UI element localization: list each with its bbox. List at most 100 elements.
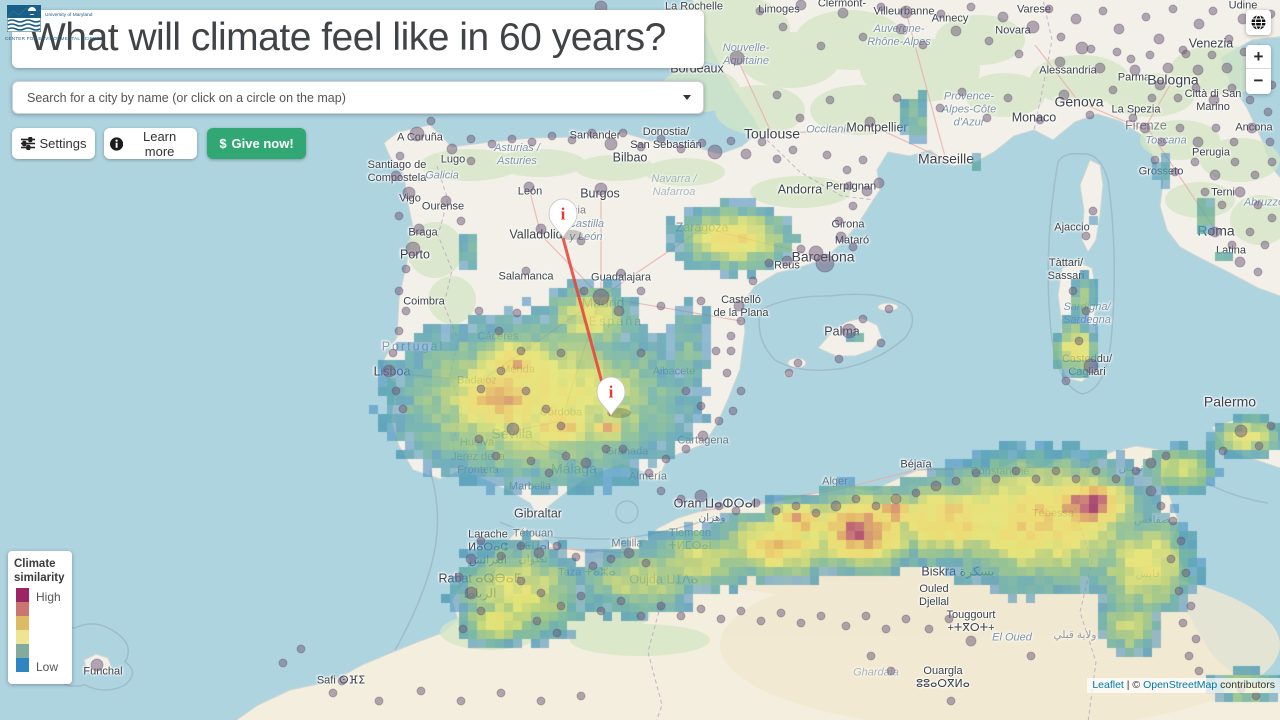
- city-circle[interactable]: [1157, 137, 1167, 147]
- city-circle[interactable]: [405, 241, 421, 257]
- city-circle[interactable]: [606, 554, 616, 564]
- city-circle[interactable]: [1234, 256, 1246, 268]
- city-circle[interactable]: [1191, 83, 1201, 93]
- city-circle[interactable]: [1161, 451, 1171, 461]
- zoom-in-button[interactable]: +: [1246, 45, 1271, 69]
- city-circle[interactable]: [1253, 200, 1263, 210]
- city-circle[interactable]: [1088, 206, 1098, 216]
- city-circle[interactable]: [982, 113, 992, 123]
- city-circle[interactable]: [398, 404, 408, 414]
- city-circle[interactable]: [1112, 47, 1122, 57]
- city-circle[interactable]: [772, 154, 782, 164]
- city-circle[interactable]: [1192, 136, 1204, 148]
- city-circle[interactable]: [950, 25, 962, 37]
- city-circle[interactable]: [636, 611, 646, 621]
- city-circle[interactable]: [636, 286, 646, 296]
- city-circle[interactable]: [1227, 240, 1237, 250]
- city-circle[interactable]: [740, 148, 752, 160]
- city-circle[interactable]: [661, 454, 671, 464]
- city-circle[interactable]: [681, 386, 691, 396]
- city-circle[interactable]: [533, 547, 545, 559]
- city-circle[interactable]: [527, 137, 537, 147]
- city-circle[interactable]: [1170, 167, 1180, 177]
- city-circle[interactable]: [1145, 457, 1157, 469]
- city-circle[interactable]: [930, 480, 942, 492]
- city-circle[interactable]: [1074, 336, 1084, 346]
- city-circle[interactable]: [696, 604, 706, 614]
- city-circle[interactable]: [1263, 107, 1273, 117]
- city-circle[interactable]: [1014, 49, 1024, 59]
- city-circle[interactable]: [1168, 516, 1178, 526]
- city-circle[interactable]: [536, 588, 546, 598]
- city-circle[interactable]: [736, 316, 746, 326]
- city-circle[interactable]: [795, 0, 807, 11]
- city-circle[interactable]: [748, 276, 758, 286]
- city-circle[interactable]: [864, 116, 876, 128]
- city-circle[interactable]: [644, 468, 654, 478]
- city-circle[interactable]: [601, 444, 611, 454]
- city-circle[interactable]: [851, 494, 861, 504]
- city-circle[interactable]: [641, 558, 651, 568]
- city-circle[interactable]: [866, 651, 876, 661]
- city-circle[interactable]: [841, 323, 857, 339]
- city-circle[interactable]: [656, 301, 666, 311]
- city-circle[interactable]: [811, 508, 821, 518]
- city-circle[interactable]: [871, 501, 881, 511]
- city-circle[interactable]: [516, 346, 526, 356]
- city-circle[interactable]: [456, 696, 466, 706]
- city-circle[interactable]: [714, 501, 724, 511]
- city-circle[interactable]: [957, 87, 967, 97]
- city-circle[interactable]: [1253, 267, 1263, 277]
- city-circle[interactable]: [757, 137, 767, 147]
- city-circle[interactable]: [1266, 421, 1276, 431]
- city-circle[interactable]: [1026, 651, 1036, 661]
- city-circle[interactable]: [1141, 12, 1151, 22]
- city-circle[interactable]: [521, 386, 531, 396]
- city-circle[interactable]: [822, 150, 832, 160]
- city-circle[interactable]: [1245, 95, 1255, 105]
- city-circle[interactable]: [884, 304, 894, 314]
- city-circle[interactable]: [1186, 601, 1196, 611]
- city-circle[interactable]: [796, 618, 806, 628]
- city-circle[interactable]: [592, 288, 610, 306]
- city-circle[interactable]: [474, 434, 484, 444]
- city-circle[interactable]: [796, 244, 806, 254]
- city-circle[interactable]: [876, 2, 886, 12]
- city-circle[interactable]: [890, 493, 902, 505]
- city-circle[interactable]: [1218, 446, 1228, 456]
- city-circle[interactable]: [1145, 50, 1155, 60]
- city-circle[interactable]: [1250, 170, 1260, 180]
- city-circle[interactable]: [618, 444, 628, 454]
- city-circle[interactable]: [496, 688, 506, 698]
- city-circle[interactable]: [536, 696, 546, 706]
- city-circle[interactable]: [697, 138, 707, 148]
- city-circle[interactable]: [1208, 6, 1218, 16]
- city-circle[interactable]: [1153, 33, 1165, 45]
- city-circle[interactable]: [711, 346, 721, 356]
- city-circle[interactable]: [873, 177, 885, 189]
- city-circle[interactable]: [476, 384, 486, 394]
- city-circle[interactable]: [965, 635, 977, 647]
- city-circle[interactable]: [676, 494, 686, 504]
- city-circle[interactable]: [1200, 187, 1210, 197]
- city-circle[interactable]: [465, 553, 477, 565]
- city-circle[interactable]: [1031, 474, 1041, 484]
- globe-home-button[interactable]: [1246, 10, 1271, 35]
- city-circle[interactable]: [726, 346, 736, 356]
- city-circle[interactable]: [594, 182, 608, 196]
- city-circle[interactable]: [1113, 23, 1125, 35]
- city-circle[interactable]: [1267, 213, 1277, 223]
- city-circle[interactable]: [507, 134, 517, 144]
- city-circle[interactable]: [1181, 568, 1191, 578]
- city-circle[interactable]: [676, 611, 686, 621]
- city-circle[interactable]: [613, 305, 625, 317]
- city-circle[interactable]: [842, 165, 852, 175]
- city-circle[interactable]: [1224, 34, 1234, 44]
- city-circle[interactable]: [841, 621, 851, 631]
- city-circle[interactable]: [556, 601, 566, 611]
- city-circle[interactable]: [755, 6, 765, 16]
- city-circle[interactable]: [858, 32, 868, 42]
- city-circle[interactable]: [892, 93, 902, 103]
- city-circle[interactable]: [496, 366, 506, 376]
- settings-button[interactable]: Settings: [12, 128, 95, 159]
